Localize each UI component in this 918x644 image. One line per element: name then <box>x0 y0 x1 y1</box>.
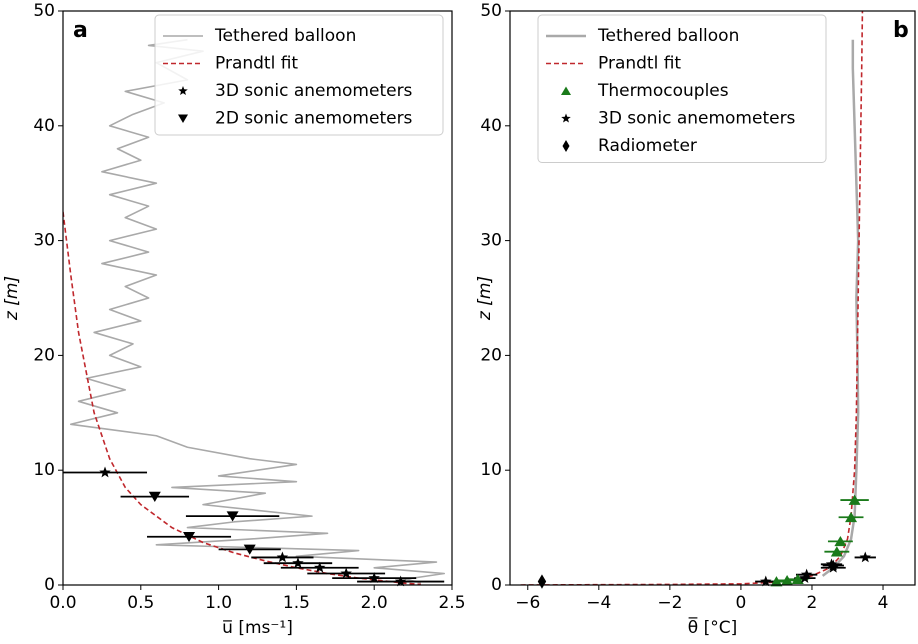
y-tick-label: 10 <box>33 460 55 480</box>
x-tick-label: 1.5 <box>283 593 310 613</box>
panel-label: b <box>893 18 909 43</box>
y-tick-label: 50 <box>480 1 502 21</box>
marker <box>827 559 839 571</box>
line-series <box>821 39 860 577</box>
x-tick-label: 1.0 <box>205 593 232 613</box>
y-tick-label: 30 <box>480 231 502 251</box>
x-tick-label: −2 <box>657 593 682 613</box>
legend-handle <box>561 113 571 123</box>
panel-label: a <box>73 18 88 43</box>
legend-box <box>537 14 827 163</box>
x-tick-label: 2 <box>807 593 818 613</box>
marker <box>791 573 804 585</box>
x-tick-label: 0.5 <box>127 593 154 613</box>
axes-frame <box>509 10 916 586</box>
x-tick-label: 2.5 <box>438 593 465 613</box>
marker <box>340 567 352 579</box>
marker <box>314 561 326 573</box>
marker <box>99 466 111 478</box>
x-tick-label: −4 <box>586 593 611 613</box>
x-tick-label: 4 <box>878 593 889 613</box>
legend-label: 2D sonic anemometers <box>215 109 413 129</box>
y-tick-label: 20 <box>33 345 55 365</box>
marker <box>394 575 407 587</box>
marker <box>848 494 861 505</box>
line-series <box>63 211 421 585</box>
y-tick-label: 0 <box>44 575 55 595</box>
line-series <box>520 11 864 585</box>
y-tick-label: 50 <box>33 1 55 21</box>
legend-handle <box>178 86 188 96</box>
legend-label: Thermocouples <box>597 81 729 101</box>
axes-frame <box>62 10 453 586</box>
marker <box>183 531 196 543</box>
legend-label: Tethered balloon <box>597 26 739 46</box>
marker <box>148 491 161 503</box>
legend-label: 3D sonic anemometers <box>215 81 413 101</box>
marker <box>859 551 871 563</box>
x-tick-label: −6 <box>515 593 540 613</box>
y-tick-label: 40 <box>33 116 55 136</box>
y-axis-label: z [m] <box>475 276 495 321</box>
marker <box>845 511 858 523</box>
x-tick-label: 0 <box>736 593 747 613</box>
marker <box>368 572 380 583</box>
marker <box>834 535 847 547</box>
legend-box <box>154 14 444 136</box>
marker <box>292 557 304 569</box>
legend-label: 3D sonic anemometers <box>598 109 796 129</box>
x-axis-label: u̅ [ms⁻¹] <box>222 618 293 638</box>
marker <box>226 511 239 522</box>
x-tick-label: 0.0 <box>49 593 76 613</box>
y-tick-label: 30 <box>33 231 55 251</box>
legend-label: Tethered balloon <box>214 26 356 46</box>
y-axis-label: z [m] <box>2 276 22 321</box>
legend-label: Radiometer <box>598 136 697 156</box>
y-tick-label: 10 <box>480 460 502 480</box>
marker <box>800 568 813 580</box>
marker <box>781 575 794 586</box>
marker <box>760 575 772 587</box>
y-tick-label: 40 <box>480 116 502 136</box>
marker <box>537 574 547 589</box>
x-tick-label: 2.0 <box>361 593 388 613</box>
marker <box>770 576 783 587</box>
y-tick-label: 0 <box>491 575 502 595</box>
legend-handle <box>562 140 570 152</box>
legend-label: Prandtl fit <box>598 54 681 74</box>
x-axis-label: θ̅ [°C] <box>688 616 737 638</box>
marker <box>830 546 843 557</box>
line-series <box>69 38 446 584</box>
legend-handle <box>561 86 571 95</box>
marker <box>243 544 256 555</box>
y-tick-label: 20 <box>480 345 502 365</box>
legend-label: Prandtl fit <box>215 54 298 74</box>
marker <box>276 551 289 563</box>
legend-handle <box>178 114 188 123</box>
